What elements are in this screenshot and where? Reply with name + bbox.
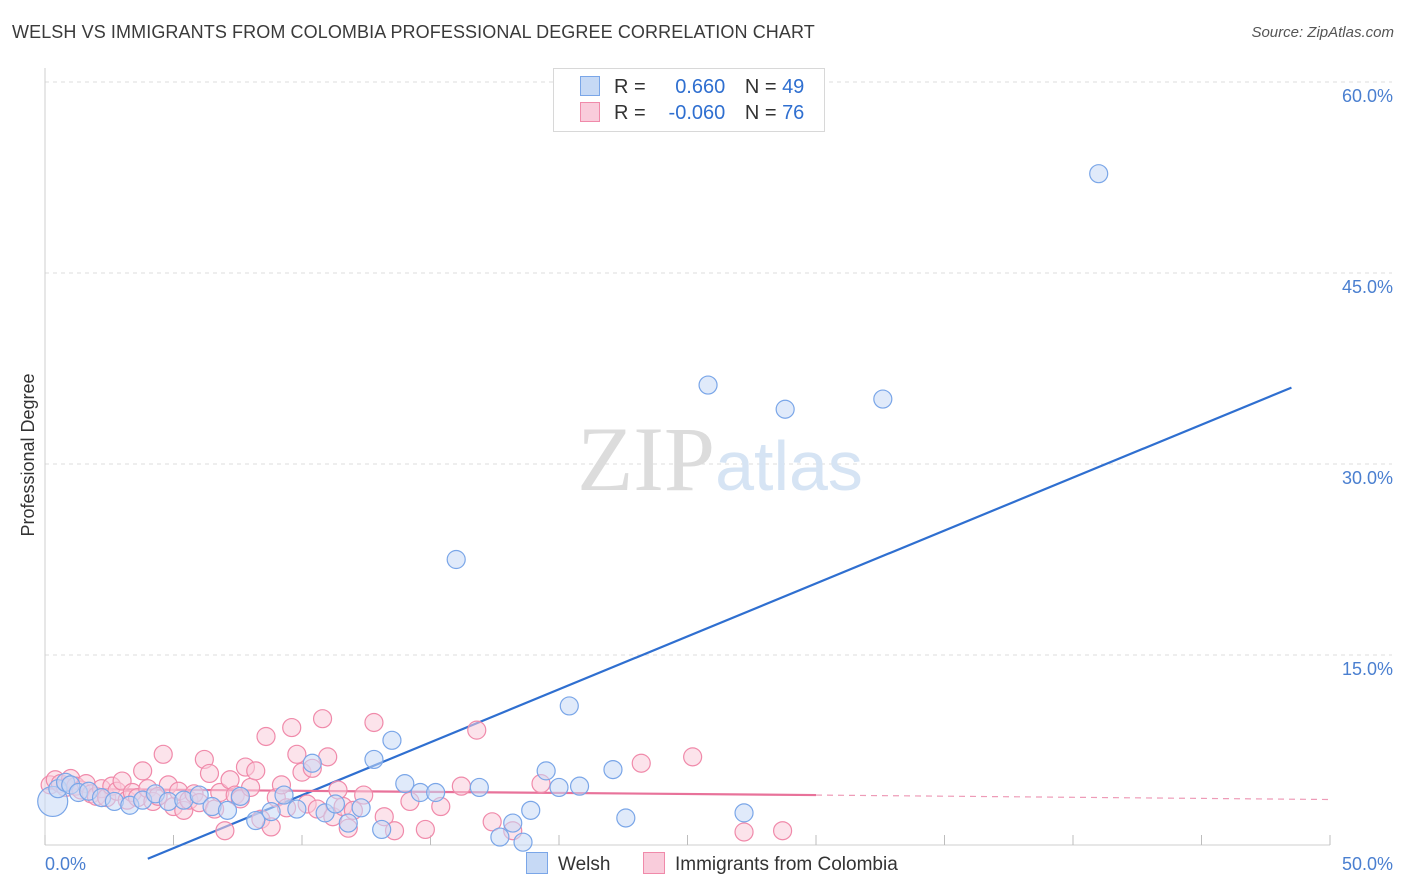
data-point-welsh bbox=[426, 782, 446, 803]
data-point-welsh bbox=[287, 799, 307, 819]
data-point-colombia bbox=[467, 720, 487, 740]
data-point-welsh bbox=[873, 389, 893, 409]
data-point-welsh bbox=[734, 803, 754, 823]
data-point-welsh bbox=[274, 785, 294, 805]
data-point-welsh bbox=[302, 753, 322, 773]
y-tick-label: 30.0% bbox=[1342, 468, 1393, 488]
data-point-colombia bbox=[451, 776, 471, 796]
data-point-welsh bbox=[775, 399, 795, 419]
chart-source: Source: ZipAtlas.com bbox=[1251, 24, 1394, 41]
data-point-welsh bbox=[372, 819, 392, 840]
legend-row-colombia: R = -0.060 N = 76 bbox=[580, 102, 804, 126]
trend-line-0 bbox=[147, 386, 1292, 860]
data-point-colombia bbox=[312, 709, 333, 729]
y-tick-label: 60.0% bbox=[1342, 86, 1393, 106]
bottom-legend-swatch-colombia bbox=[643, 852, 665, 874]
data-point-colombia bbox=[256, 726, 276, 747]
legend-n-label: N = bbox=[744, 76, 777, 98]
data-point-welsh bbox=[536, 761, 556, 781]
legend-swatch-welsh bbox=[580, 76, 600, 96]
bottom-legend-swatch-welsh bbox=[526, 852, 548, 874]
data-point-colombia bbox=[287, 744, 307, 764]
data-point-welsh bbox=[469, 777, 489, 798]
data-point-colombia bbox=[133, 761, 153, 781]
data-point-colombia bbox=[734, 822, 754, 842]
data-point-colombia bbox=[199, 763, 220, 784]
data-point-colombia bbox=[631, 753, 651, 773]
tick-labels: 15.0% 30.0% 45.0% 60.0% 0.0% 50.0% bbox=[45, 86, 1393, 874]
data-point-colombia bbox=[282, 717, 302, 738]
data-point-welsh bbox=[338, 813, 358, 833]
y-tick-label: 45.0% bbox=[1342, 277, 1393, 297]
data-point-welsh bbox=[616, 808, 636, 828]
data-point-colombia bbox=[246, 761, 266, 781]
data-point-welsh bbox=[603, 759, 623, 780]
grid-lines bbox=[45, 81, 1392, 656]
legend-n-value: 49 bbox=[782, 76, 805, 98]
data-point-welsh bbox=[503, 813, 523, 833]
legend-r-value: -0.060 bbox=[668, 102, 726, 124]
watermark: ZIPatlas bbox=[577, 408, 863, 510]
data-point-welsh bbox=[261, 802, 281, 822]
data-point-colombia bbox=[153, 744, 173, 764]
data-point-welsh bbox=[189, 785, 209, 805]
data-point-welsh bbox=[569, 776, 590, 796]
y-axis-label: Professional Degree bbox=[18, 373, 38, 536]
chart-title: WELSH VS IMMIGRANTS FROM COLOMBIA PROFES… bbox=[12, 22, 815, 42]
data-point-welsh bbox=[364, 749, 384, 770]
data-point-welsh bbox=[513, 832, 533, 852]
legend: R = 0.660 N = 49 R = -0.060 N = 76 bbox=[553, 68, 825, 132]
y-tick-label: 15.0% bbox=[1342, 659, 1393, 679]
bottom-legend-label-colombia: Immigrants from Colombia bbox=[675, 854, 898, 875]
data-point-welsh bbox=[559, 696, 579, 716]
data-point-welsh bbox=[395, 774, 415, 794]
data-points bbox=[37, 164, 1109, 852]
data-point-welsh bbox=[230, 786, 250, 806]
data-point-colombia bbox=[772, 821, 793, 841]
x-tick-label: 50.0% bbox=[1342, 854, 1393, 874]
data-point-welsh bbox=[698, 375, 718, 395]
data-point-colombia bbox=[215, 821, 235, 841]
data-point-colombia bbox=[415, 819, 435, 840]
legend-swatch-colombia bbox=[580, 102, 600, 122]
trend-line-extension-1 bbox=[815, 794, 1331, 801]
data-point-colombia bbox=[364, 712, 384, 733]
legend-r-value: 0.660 bbox=[675, 76, 726, 98]
data-point-welsh bbox=[490, 827, 510, 847]
legend-r-label: R = bbox=[614, 102, 646, 124]
data-point-welsh bbox=[382, 730, 402, 750]
data-point-welsh bbox=[217, 800, 238, 820]
legend-r-label: R = bbox=[614, 76, 646, 98]
data-point-welsh bbox=[351, 798, 371, 818]
bottom-legend-welsh: Welsh bbox=[526, 852, 610, 876]
data-point-colombia bbox=[683, 747, 703, 767]
bottom-legend-label-welsh: Welsh bbox=[558, 854, 611, 875]
data-point-welsh bbox=[325, 794, 346, 814]
legend-n-label: N = bbox=[744, 102, 777, 124]
data-point-welsh bbox=[1089, 164, 1109, 184]
legend-row-welsh: R = 0.660 N = 49 bbox=[580, 76, 804, 100]
data-point-welsh bbox=[246, 810, 266, 831]
data-point-welsh bbox=[446, 549, 466, 570]
data-point-welsh bbox=[521, 800, 541, 820]
data-point-welsh bbox=[549, 777, 569, 798]
x-tick-label: 0.0% bbox=[45, 854, 86, 874]
data-point-colombia bbox=[482, 812, 502, 832]
bottom-legend-colombia: Immigrants from Colombia bbox=[643, 852, 898, 876]
legend-n-value: 76 bbox=[782, 102, 805, 124]
